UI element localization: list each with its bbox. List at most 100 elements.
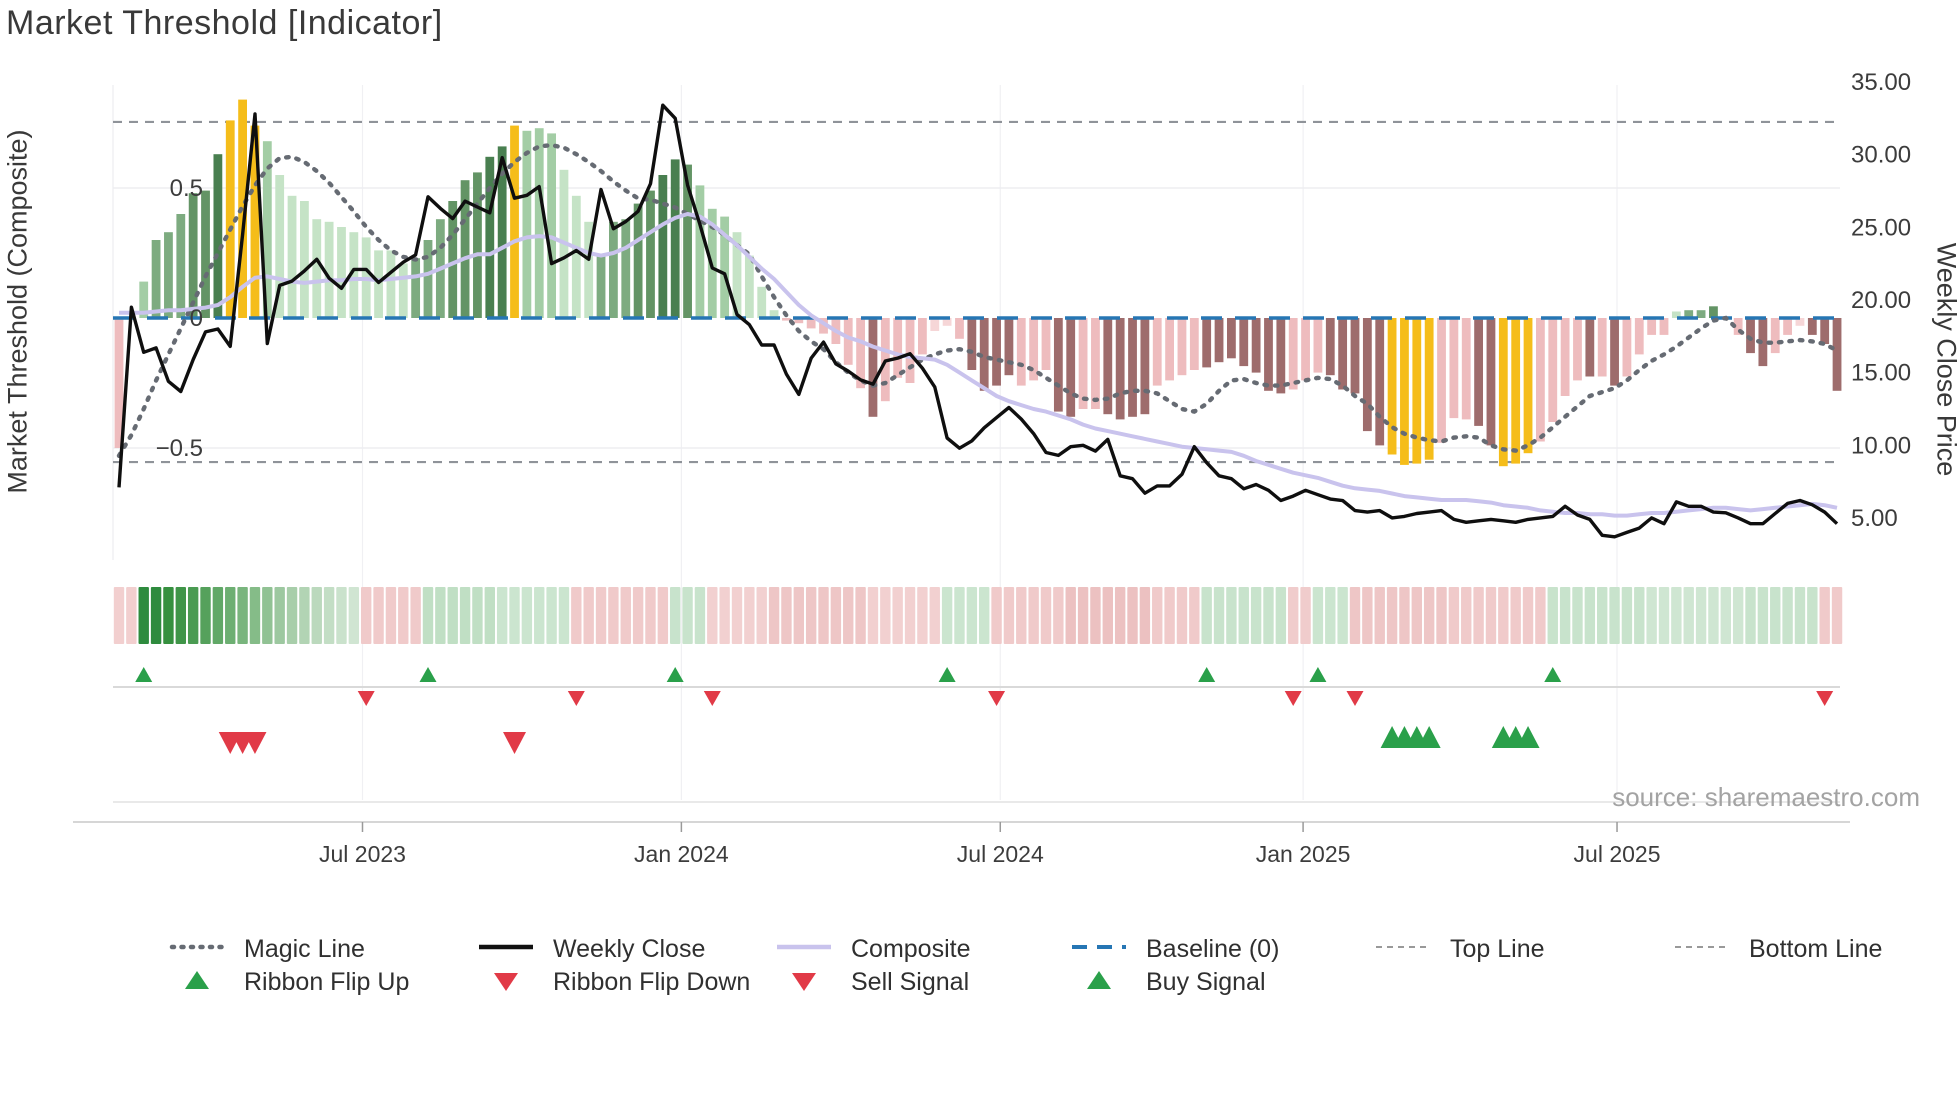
- composite-bar[interactable]: [201, 190, 210, 318]
- ribbon-cell[interactable]: [929, 587, 940, 644]
- composite-bar[interactable]: [646, 190, 655, 318]
- ribbon-cell[interactable]: [299, 587, 310, 644]
- composite-bar[interactable]: [695, 185, 705, 318]
- ribbon-cell[interactable]: [1559, 587, 1571, 644]
- ribbon-cell[interactable]: [719, 587, 730, 644]
- ribbon-cell[interactable]: [867, 587, 879, 644]
- ribbon-cell[interactable]: [682, 587, 693, 644]
- ribbon-cell[interactable]: [620, 587, 631, 644]
- ribbon-cell[interactable]: [361, 587, 372, 644]
- buy-signal-marker[interactable]: [1417, 726, 1441, 748]
- composite-bar[interactable]: [225, 120, 235, 319]
- composite-bar[interactable]: [893, 318, 903, 378]
- composite-bar[interactable]: [979, 318, 989, 391]
- composite-bar[interactable]: [1671, 311, 1681, 319]
- composite-bar[interactable]: [621, 219, 631, 318]
- composite-bar[interactable]: [1523, 318, 1533, 454]
- ribbon-cell[interactable]: [1720, 587, 1731, 644]
- composite-bar[interactable]: [1004, 318, 1014, 376]
- ribbon-cell[interactable]: [435, 587, 446, 644]
- ribbon-cell[interactable]: [1794, 587, 1806, 644]
- legend-item-ribbon-flip-up[interactable]: Ribbon Flip Up: [168, 967, 409, 997]
- ribbon-cell[interactable]: [262, 587, 273, 644]
- composite-bar[interactable]: [398, 263, 408, 318]
- composite-bar[interactable]: [1696, 310, 1706, 318]
- composite-bar[interactable]: [386, 250, 396, 318]
- ribbon-cell[interactable]: [1386, 587, 1398, 644]
- composite-bar[interactable]: [1301, 318, 1310, 381]
- ribbon-flip-up-marker[interactable]: [938, 667, 956, 682]
- ribbon-cell[interactable]: [979, 587, 990, 644]
- composite-bar[interactable]: [856, 318, 865, 389]
- composite-bar[interactable]: [510, 125, 519, 318]
- composite-bar[interactable]: [596, 255, 606, 318]
- ribbon-flip-up-marker[interactable]: [419, 667, 437, 682]
- ribbon-cell[interactable]: [1152, 587, 1163, 644]
- ribbon-cell[interactable]: [398, 587, 409, 644]
- ribbon-cell[interactable]: [1016, 587, 1027, 644]
- ribbon-cell[interactable]: [744, 587, 755, 644]
- ribbon-cell[interactable]: [1250, 587, 1262, 644]
- composite-bar[interactable]: [868, 318, 878, 417]
- composite-bar[interactable]: [942, 318, 952, 326]
- composite-bar[interactable]: [423, 240, 433, 318]
- composite-bar[interactable]: [1115, 318, 1125, 420]
- ribbon-cell[interactable]: [1423, 587, 1435, 644]
- composite-bar[interactable]: [1832, 318, 1842, 391]
- ribbon-cell[interactable]: [1745, 587, 1756, 644]
- composite-bar[interactable]: [534, 128, 544, 318]
- ribbon-cell[interactable]: [1732, 587, 1744, 644]
- ribbon-cell[interactable]: [175, 587, 186, 644]
- composite-bar[interactable]: [1461, 318, 1471, 420]
- composite-bar[interactable]: [1053, 318, 1063, 412]
- ribbon-cell[interactable]: [113, 587, 125, 644]
- ribbon-cell[interactable]: [1782, 587, 1793, 644]
- ribbon-flip-down-marker[interactable]: [703, 691, 721, 706]
- composite-bar[interactable]: [448, 201, 458, 318]
- composite-bar[interactable]: [139, 281, 149, 318]
- ribbon-cell[interactable]: [756, 587, 767, 644]
- composite-bar[interactable]: [1202, 318, 1212, 368]
- ribbon-cell[interactable]: [472, 587, 483, 644]
- composite-bar[interactable]: [658, 175, 668, 318]
- ribbon-cell[interactable]: [1535, 587, 1546, 644]
- composite-bar[interactable]: [1573, 318, 1582, 381]
- ribbon-cell[interactable]: [855, 587, 866, 644]
- composite-bar[interactable]: [473, 172, 482, 318]
- composite-bar[interactable]: [1140, 318, 1150, 415]
- ribbon-cell[interactable]: [917, 587, 928, 644]
- composite-bar[interactable]: [1362, 318, 1372, 432]
- composite-bar[interactable]: [1041, 318, 1051, 370]
- ribbon-cell[interactable]: [1090, 587, 1101, 644]
- composite-bar[interactable]: [757, 286, 767, 318]
- composite-bar[interactable]: [1610, 318, 1619, 386]
- composite-bar[interactable]: [485, 156, 495, 318]
- composite-bar[interactable]: [843, 318, 853, 365]
- ribbon-cell[interactable]: [323, 587, 335, 644]
- composite-bar[interactable]: [794, 318, 804, 324]
- legend-item-sell-signal[interactable]: Sell Signal: [775, 967, 969, 997]
- composite-bar[interactable]: [744, 255, 754, 318]
- ribbon-cell[interactable]: [459, 587, 471, 644]
- composite-bar[interactable]: [1400, 318, 1409, 465]
- ribbon-cell[interactable]: [818, 587, 829, 644]
- ribbon-cell[interactable]: [150, 587, 162, 644]
- ribbon-flip-up-marker[interactable]: [135, 667, 153, 682]
- composite-bar[interactable]: [1103, 318, 1113, 415]
- ribbon-cell[interactable]: [1325, 587, 1336, 644]
- ribbon-cell[interactable]: [843, 587, 854, 644]
- composite-bar[interactable]: [337, 227, 346, 318]
- composite-bar[interactable]: [1177, 318, 1187, 376]
- ribbon-flip-down-marker[interactable]: [567, 691, 585, 706]
- ribbon-cell[interactable]: [941, 587, 953, 644]
- composite-bar[interactable]: [114, 318, 124, 448]
- composite-bar[interactable]: [151, 240, 161, 318]
- composite-bar[interactable]: [967, 318, 977, 370]
- ribbon-cell[interactable]: [1263, 587, 1274, 644]
- composite-bar[interactable]: [1585, 318, 1595, 377]
- ribbon-flip-down-marker[interactable]: [988, 691, 1006, 706]
- ribbon-cell[interactable]: [781, 587, 792, 644]
- ribbon-cell[interactable]: [163, 587, 174, 644]
- ribbon-flip-up-marker[interactable]: [666, 667, 684, 682]
- legend-item-bottom-line[interactable]: Bottom Line: [1673, 934, 1882, 964]
